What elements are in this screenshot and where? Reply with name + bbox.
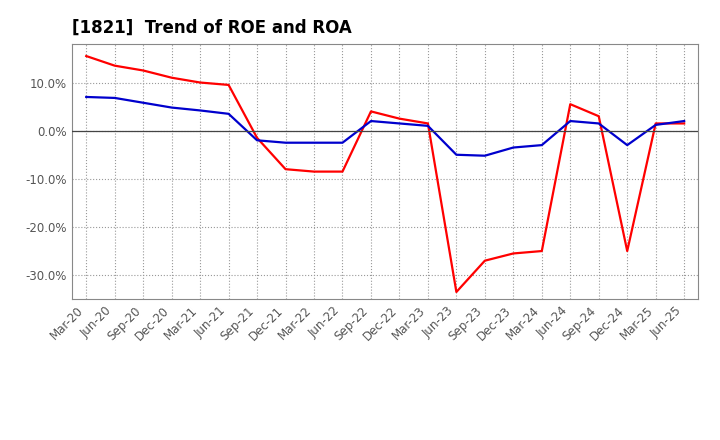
ROE	[537, 249, 546, 254]
ROA	[652, 122, 660, 128]
ROA	[82, 94, 91, 99]
ROE	[509, 251, 518, 256]
ROA	[225, 111, 233, 117]
ROE	[480, 258, 489, 263]
ROE	[395, 116, 404, 121]
ROE	[139, 68, 148, 73]
ROE	[680, 121, 688, 126]
ROA	[623, 143, 631, 148]
ROA	[595, 121, 603, 126]
ROE	[566, 102, 575, 107]
ROA	[338, 140, 347, 145]
Line: ROE: ROE	[86, 56, 684, 292]
ROE	[82, 53, 91, 59]
Legend: ROE, ROA: ROE, ROA	[207, 439, 375, 440]
ROA	[452, 152, 461, 158]
ROA	[139, 100, 148, 106]
ROA	[196, 108, 204, 113]
ROE	[282, 167, 290, 172]
ROA	[480, 153, 489, 158]
ROE	[167, 75, 176, 81]
ROE	[110, 63, 119, 68]
ROE	[623, 249, 631, 254]
ROA	[395, 121, 404, 126]
ROA	[282, 140, 290, 145]
ROA	[110, 95, 119, 101]
ROA	[509, 145, 518, 150]
ROE	[338, 169, 347, 174]
ROE	[423, 121, 432, 126]
ROA	[566, 118, 575, 124]
ROE	[253, 135, 261, 140]
Text: [1821]  Trend of ROE and ROA: [1821] Trend of ROE and ROA	[72, 19, 352, 37]
ROA	[537, 143, 546, 148]
ROA	[423, 123, 432, 128]
ROA	[310, 140, 318, 145]
ROE	[225, 82, 233, 88]
ROA	[680, 118, 688, 124]
ROE	[366, 109, 375, 114]
ROE	[310, 169, 318, 174]
ROE	[595, 114, 603, 119]
ROE	[196, 80, 204, 85]
ROE	[652, 121, 660, 126]
Line: ROA: ROA	[86, 97, 684, 156]
ROA	[253, 138, 261, 143]
ROE	[452, 290, 461, 295]
ROA	[366, 118, 375, 124]
ROA	[167, 105, 176, 110]
